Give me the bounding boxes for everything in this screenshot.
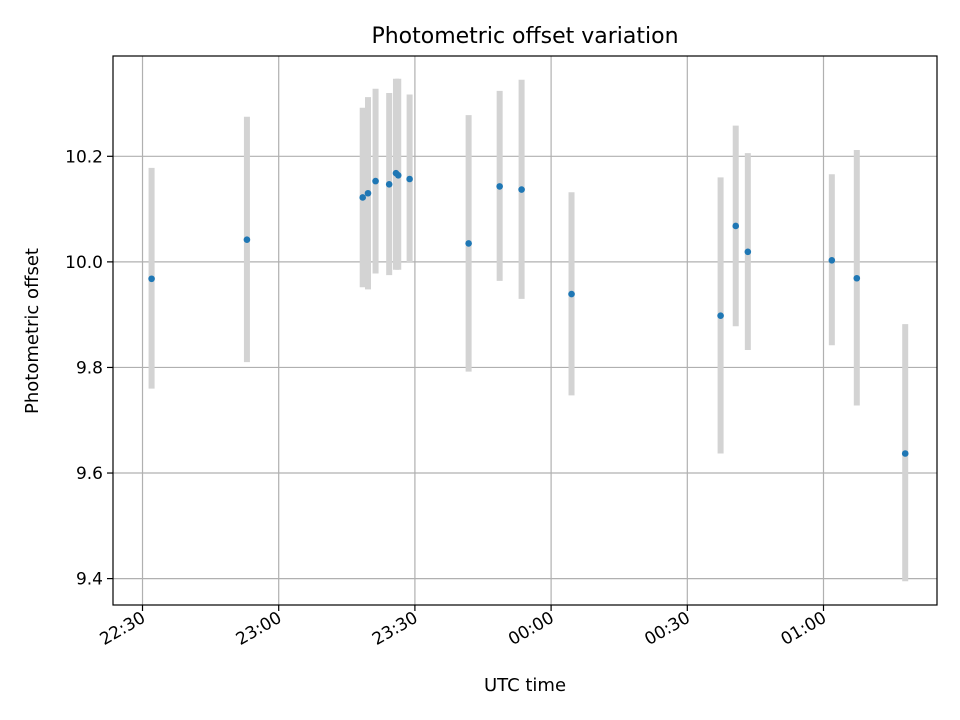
y-tick-label: 10.2 [65,147,103,167]
data-point [364,189,372,197]
data-point [394,172,402,179]
data-point [372,177,379,185]
x-tick-label: 01:00 [778,608,830,650]
data-point [732,222,740,230]
x-tick-label: 00:00 [505,608,557,650]
data-point [359,194,366,201]
data-point [518,186,525,193]
x-tick-label: 22:30 [97,608,149,650]
y-tick-label: 9.4 [76,570,103,590]
data-point [901,450,909,457]
data-point [828,256,836,264]
data-point [243,236,251,244]
data-point [717,312,724,320]
y-tick-label: 10.0 [65,253,103,273]
data-point [385,180,393,188]
data-point [496,183,503,190]
x-tick-label: 23:30 [369,608,421,650]
error-bars [148,78,909,582]
data-points [148,169,909,457]
x-tick-label: 00:30 [641,608,693,650]
data-point [568,290,575,298]
y-axis-label: Photometric offset [22,248,43,414]
x-axis-ticks: 22:30 23:00 23:30 00:00 00:30 01:00 [97,605,830,650]
x-axis-label: UTC time [484,675,566,696]
data-point [406,175,413,183]
data-point [465,240,472,247]
x-tick-label: 23:00 [233,608,285,650]
y-tick-label: 9.6 [76,464,103,484]
y-tick-label: 9.8 [76,358,103,378]
chart-title: Photometric offset variation [371,24,678,49]
y-axis-ticks: 9.4 9.6 9.8 10.0 10.2 [65,147,113,590]
grid-lines [113,56,937,605]
data-point [744,248,752,256]
data-point [148,275,155,283]
data-point [853,274,861,282]
plot-frame [112,55,938,606]
